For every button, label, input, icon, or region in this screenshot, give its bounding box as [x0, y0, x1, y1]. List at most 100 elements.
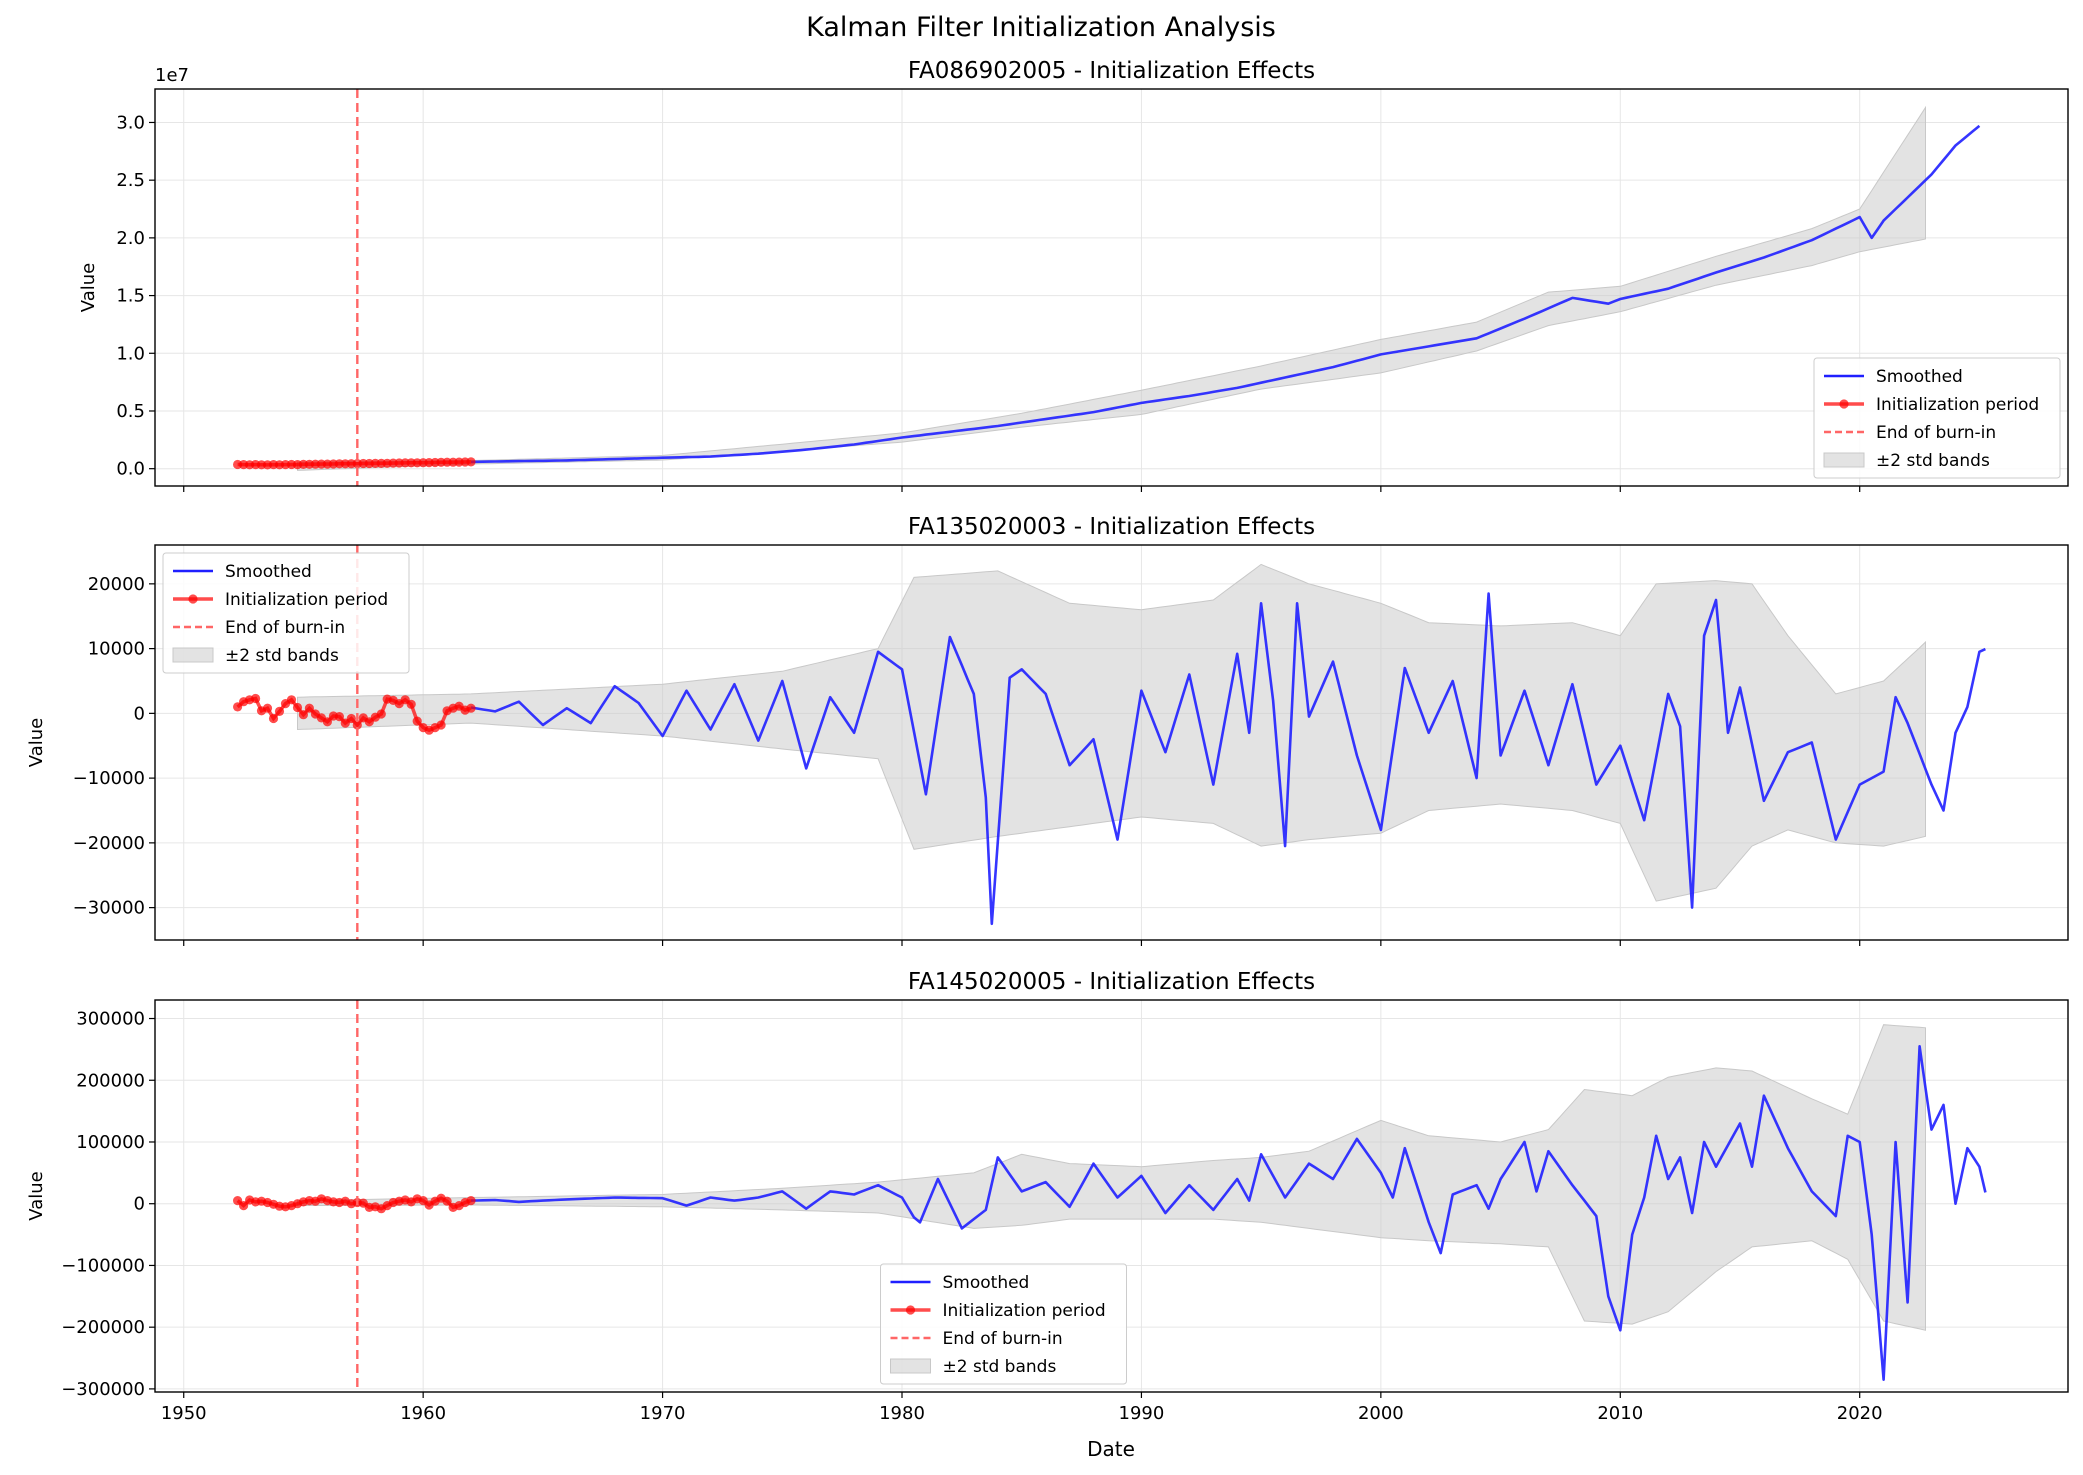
legend: Smoothed Initialization period End of burn… [162, 552, 410, 674]
x-tick-label: 1980 [879, 1403, 925, 1424]
y-axis-label: Value [78, 263, 99, 312]
legend-box [1813, 357, 2061, 479]
y-tick-label: −30000 [73, 898, 145, 919]
init-marker [251, 693, 261, 704]
init-marker [292, 702, 303, 713]
init-marker [466, 457, 476, 467]
init-marker [352, 720, 362, 730]
std-band [297, 563, 1926, 902]
y-tick-label: −200000 [61, 1317, 145, 1338]
plot-area [233, 563, 1986, 926]
x-tick-label: 1960 [400, 1403, 446, 1424]
y-tick-label: 2.0 [116, 228, 145, 249]
init-marker [412, 716, 422, 726]
init-marker [239, 1201, 249, 1211]
x-axis-label: Date [1087, 1437, 1135, 1461]
legend-swatch-band [172, 647, 214, 663]
init-marker [286, 695, 297, 705]
legend-label: Initialization period [225, 590, 388, 610]
axes-frame [154, 544, 2069, 941]
y-tick-label: 100000 [76, 1132, 145, 1153]
y-tick-label: 1.5 [116, 286, 145, 307]
axes-frame [154, 999, 2069, 1393]
init-marker [346, 713, 356, 724]
init-marker [466, 703, 476, 713]
y-tick-label: −100000 [61, 1255, 145, 1276]
smoothed-line [470, 592, 1986, 926]
x-tick-label: 2000 [1358, 1403, 1404, 1424]
legend-label: ±2 std bands [943, 1357, 1057, 1377]
legend-box [162, 552, 410, 674]
legend-label: Initialization period [1876, 395, 2039, 415]
y-tick-label: −10000 [73, 768, 145, 789]
figure-title: Kalman Filter Initialization Analysis [806, 12, 1276, 43]
y-offset-text: 1e7 [155, 65, 189, 86]
init-marker [436, 720, 446, 730]
x-tick-label: 2020 [1837, 1403, 1883, 1424]
init-marker [274, 706, 285, 717]
y-tick-label: 2.5 [116, 170, 145, 191]
y-tick-label: 0.5 [116, 401, 145, 422]
legend-label: ±2 std bands [1876, 451, 1990, 471]
panel-1: 0.0 0.5 1.0 1.5 2.0 2.5 3.0 FA086902005 - Initi… [78, 58, 2069, 492]
init-marker [376, 709, 386, 719]
init-marker [442, 1196, 452, 1206]
std-band [297, 1024, 1926, 1331]
x-tick-label: 1990 [1119, 1403, 1165, 1424]
panel-title: FA145020005 - Initialization Effects [908, 969, 1315, 995]
y-tick-label: 0 [134, 1194, 145, 1215]
legend-swatch-band [1823, 452, 1865, 468]
legend-label: End of burn-in [943, 1329, 1063, 1349]
y-axis-label: Value [26, 1171, 47, 1220]
legend-label: End of burn-in [225, 618, 345, 638]
legend: Smoothed Initialization period End of burn… [880, 1263, 1127, 1385]
legend: Smoothed Initialization period End of burn… [1813, 357, 2061, 479]
legend-swatch-init-marker [905, 1305, 916, 1315]
y-tick-label: 0 [134, 703, 145, 724]
init-marker [233, 702, 243, 712]
legend-label: Smoothed [943, 1273, 1030, 1293]
init-marker [298, 710, 308, 720]
y-tick-label: 200000 [76, 1070, 145, 1091]
legend-swatch-band [890, 1358, 931, 1374]
init-marker [304, 703, 314, 713]
panel-title: FA135020003 - Initialization Effects [908, 514, 1315, 540]
init-marker [268, 713, 279, 724]
y-tick-label: −20000 [73, 833, 145, 854]
y-tick-label: 0.0 [116, 459, 145, 480]
legend-label: ±2 std bands [225, 646, 339, 666]
panel-3: 1950 1960 1970 1980 1990 2000 2010 2020 −300000 −… [26, 969, 2069, 1424]
legend-label: End of burn-in [1876, 423, 1996, 443]
init-marker [406, 699, 416, 709]
x-tick-label: 1950 [161, 1403, 207, 1424]
plot-area [233, 105, 1981, 471]
smoothed-line [470, 1045, 1987, 1381]
std-band [297, 105, 1926, 471]
legend-swatch-init-marker [1839, 399, 1849, 409]
y-tick-label: 20000 [88, 574, 145, 595]
legend-swatch-init-marker [188, 594, 198, 604]
smoothed-line [470, 124, 1981, 464]
init-marker [262, 703, 273, 713]
legend-box [880, 1263, 1127, 1385]
init-marker [322, 717, 332, 727]
y-tick-label: 300000 [76, 1009, 145, 1030]
legend-label: Smoothed [1876, 367, 1963, 387]
y-tick-label: 1.0 [116, 343, 145, 364]
y-tick-label: −300000 [61, 1379, 145, 1400]
panel-2: −30000 −20000 −10000 0 10000 20000 FA135020003… [26, 514, 2069, 946]
y-tick-label: 3.0 [116, 112, 145, 133]
axes-frame [154, 88, 2069, 487]
x-tick-label: 1970 [640, 1403, 686, 1424]
x-tick-label: 2010 [1597, 1403, 1643, 1424]
panel-title: FA086902005 - Initialization Effects [908, 58, 1315, 84]
init-marker [466, 1196, 476, 1206]
legend-label: Smoothed [225, 562, 312, 582]
plot-area [233, 1024, 1987, 1381]
legend-label: Initialization period [943, 1301, 1106, 1321]
y-tick-label: 10000 [88, 639, 145, 660]
y-axis-label: Value [26, 718, 47, 767]
init-marker [334, 712, 344, 722]
